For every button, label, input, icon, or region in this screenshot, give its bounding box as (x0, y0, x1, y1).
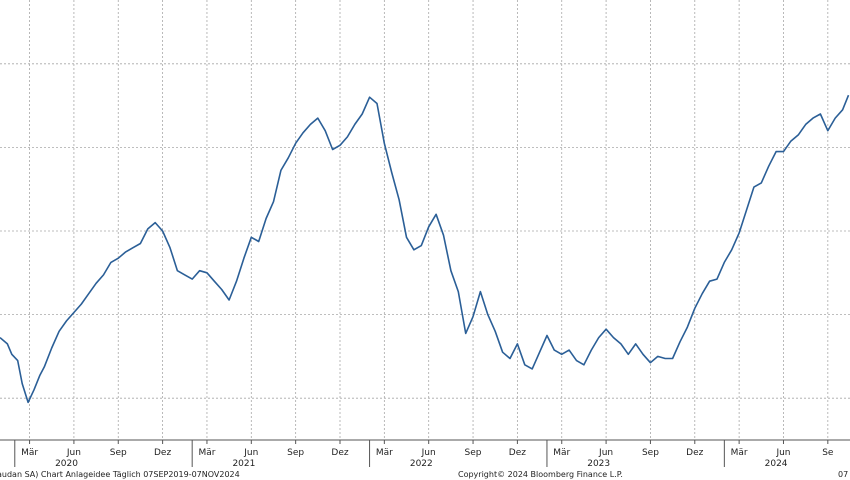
x-tick-label-5: Jun (243, 448, 258, 458)
x-tick-label-8: Mär (376, 448, 393, 458)
x-tick-label-12: Mär (553, 448, 570, 458)
footer-right-text: 07 (838, 470, 848, 479)
vertical-gridlines (29, 0, 829, 440)
x-tick-label-11: Dez (509, 448, 526, 458)
x-tick-label-4: Mär (198, 448, 215, 458)
year-label-1: 2021 (232, 459, 255, 469)
x-axis-tick-marks (29, 440, 829, 444)
footer-left-text: audan SA) Chart Anlageidee Täglich 07SEP… (0, 470, 240, 479)
year-label-0: 2020 (55, 459, 78, 469)
x-tick-label-0: Mär (21, 448, 38, 458)
x-tick-label-1: Jun (66, 448, 81, 458)
price-series-line (0, 94, 850, 404)
horizontal-gridlines (0, 63, 850, 399)
x-tick-label-13: Jun (598, 448, 613, 458)
x-tick-label-10: Sep (465, 448, 482, 458)
x-tick-label-18: Se (822, 448, 834, 458)
year-label-4: 2024 (765, 459, 788, 469)
x-axis-tick-labels: Mär Jun Sep Dez Mär Jun Sep Dez Mär Jun Sep Dez Mär J… (21, 448, 834, 458)
x-axis-year-labels: 2020 2021 2022 2023 2024 (55, 459, 788, 469)
x-tick-label-9: Jun (421, 448, 436, 458)
x-tick-label-6: Sep (287, 448, 304, 458)
x-tick-label-14: Sep (642, 448, 659, 458)
year-label-3: 2023 (587, 459, 610, 469)
x-tick-label-16: Mär (731, 448, 748, 458)
footer-copyright-text: Copyright© 2024 Bloomberg Finance L.P. (458, 470, 623, 479)
year-separators (14, 440, 725, 467)
x-tick-label-7: Dez (331, 448, 348, 458)
x-tick-label-2: Sep (110, 448, 127, 458)
x-tick-label-3: Dez (154, 448, 171, 458)
x-tick-label-15: Dez (686, 448, 703, 458)
year-label-2: 2022 (410, 459, 433, 469)
x-tick-label-17: Jun (775, 448, 790, 458)
